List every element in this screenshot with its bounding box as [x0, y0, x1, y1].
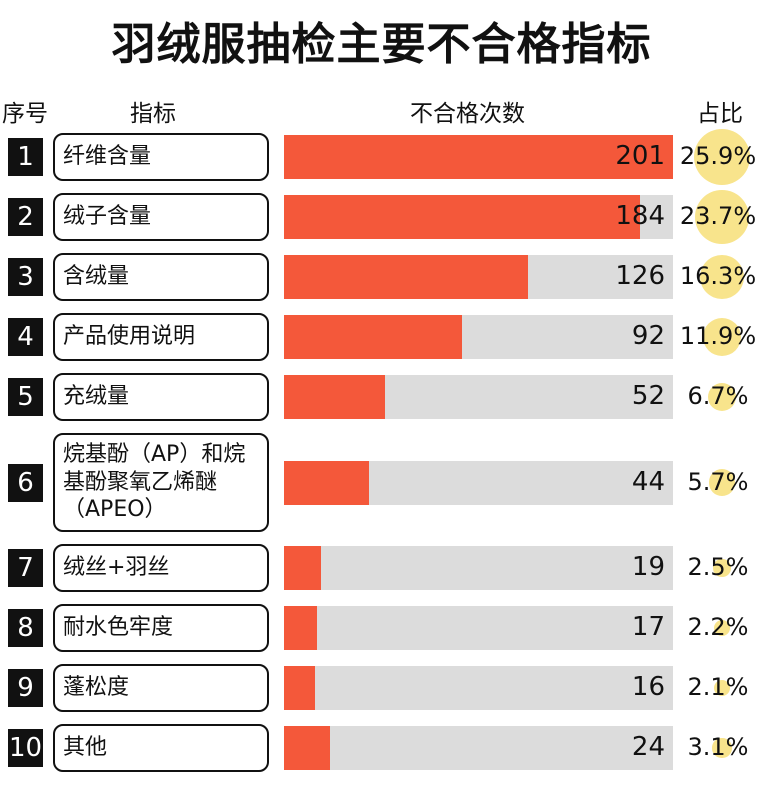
row-index: 4 — [8, 318, 43, 356]
share-circle — [707, 382, 737, 412]
bar-label: 44 — [631, 466, 665, 497]
bar-label: 126 — [615, 261, 665, 291]
share-label: 25.9% — [679, 142, 757, 170]
header: 不合格次数 — [410, 101, 525, 127]
indicator-name: 绒丝+羽丝 — [53, 544, 269, 592]
share-circle — [708, 469, 736, 496]
bar — [284, 546, 321, 590]
bar-label: 52 — [631, 381, 665, 411]
row-index: 2 — [8, 198, 43, 236]
bar-label: 92 — [631, 321, 665, 351]
bar-label: 184 — [615, 201, 665, 231]
share-label: 11.9% — [679, 322, 757, 350]
bar-track — [284, 546, 673, 590]
share-circle — [713, 619, 731, 637]
chart-title: 羽绒服抽检主要不合格指标 — [111, 19, 652, 70]
indicator-name: 充绒量 — [53, 373, 269, 421]
bar-label: 201 — [615, 141, 665, 171]
row-index: 7 — [8, 549, 43, 587]
indicator-name: 产品使用说明 — [53, 313, 269, 361]
share-circle — [694, 129, 750, 185]
header: 序号 — [2, 101, 48, 127]
indicator-name: 烷基酚（AP）和烷基酚聚氧乙烯醚（APEO） — [53, 433, 269, 532]
row-index: 5 — [8, 378, 43, 416]
bar-track — [284, 606, 673, 650]
share-label: 2.5% — [687, 553, 749, 581]
bar-track — [284, 726, 673, 770]
share-circle — [713, 559, 731, 577]
bar-label: 24 — [631, 732, 665, 762]
indicator-name: 其他 — [53, 724, 269, 772]
row-index: 10 — [8, 729, 43, 767]
row-index: 3 — [8, 258, 43, 296]
bar — [284, 315, 463, 359]
share-circle — [714, 680, 730, 696]
share-label: 6.7% — [687, 382, 749, 410]
share-circle — [712, 738, 732, 758]
bar — [284, 255, 528, 299]
share-label: 16.3% — [679, 262, 757, 290]
indicator-name: 绒子含量 — [53, 193, 269, 241]
indicator-name: 纤维含量 — [53, 133, 269, 181]
row-index: 1 — [8, 138, 43, 176]
share-circle — [703, 318, 741, 356]
indicator-name: 蓬松度 — [53, 664, 269, 712]
bar — [284, 460, 370, 505]
bar-label: 16 — [631, 672, 665, 702]
share-label: 23.7% — [679, 202, 757, 230]
indicator-name: 含绒量 — [53, 253, 269, 301]
row-index: 9 — [8, 669, 43, 707]
share-label: 5.7% — [687, 467, 749, 496]
share-circle — [699, 254, 745, 300]
row-index: 8 — [8, 609, 43, 647]
bar-label: 17 — [631, 612, 665, 642]
row-index: 6 — [8, 463, 43, 502]
share-label: 2.2% — [687, 613, 749, 641]
bar — [284, 606, 317, 650]
share-label: 3.1% — [687, 733, 749, 761]
bar — [284, 666, 315, 710]
header: 占比 — [697, 101, 743, 127]
bar — [284, 726, 331, 770]
bar — [284, 375, 385, 419]
bar-label: 19 — [631, 552, 665, 582]
indicator-name: 耐水色牢度 — [53, 604, 269, 652]
bar — [284, 195, 641, 239]
bar-track — [284, 666, 673, 710]
bar — [284, 135, 673, 179]
header: 指标 — [130, 101, 176, 127]
share-label: 2.1% — [687, 673, 749, 701]
share-circle — [695, 190, 749, 244]
